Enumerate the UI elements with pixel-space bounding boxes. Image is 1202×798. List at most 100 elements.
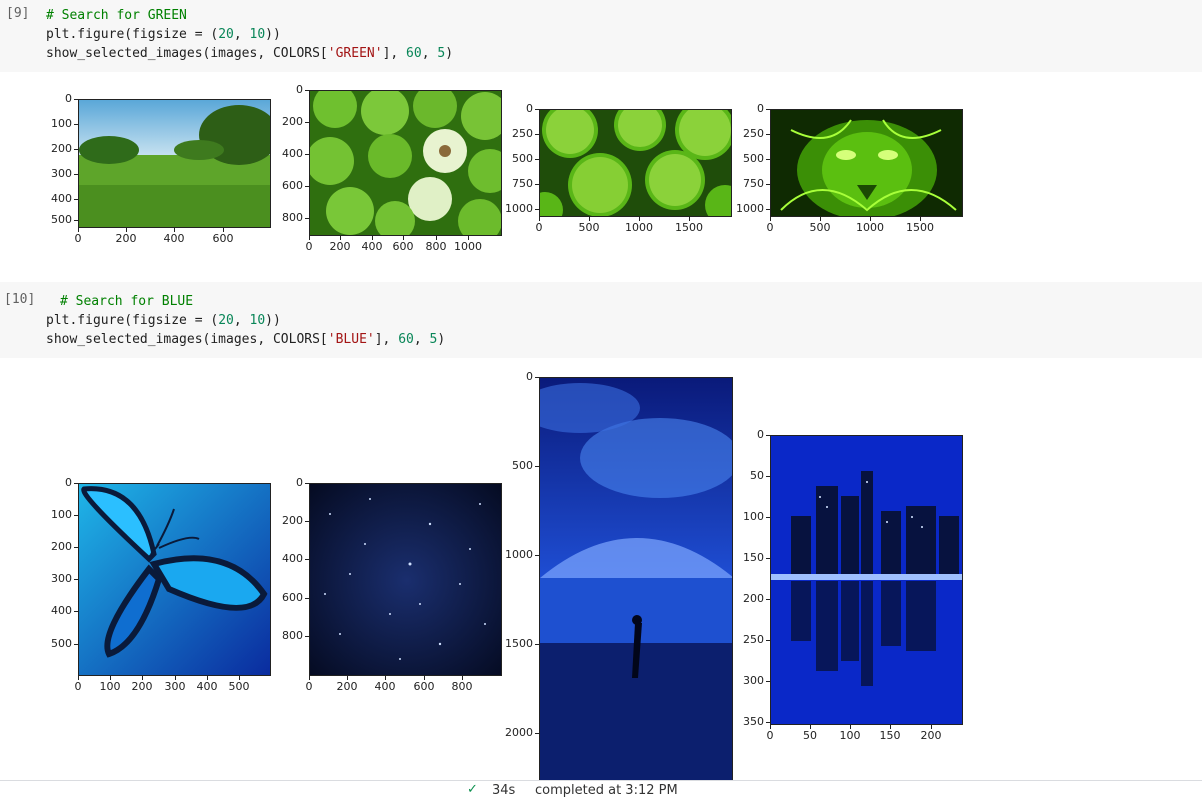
code-cell-9[interactable]: [9] # Search for GREEN plt.figure(figsiz… — [0, 0, 1202, 72]
y-tick-mark — [74, 515, 78, 516]
y-tick-label: 0 — [296, 476, 303, 489]
x-tick-label: 500 — [578, 221, 600, 234]
y-tick-label: 1000 — [505, 202, 533, 215]
code-number: 10 — [249, 313, 266, 328]
y-tick-label: 100 — [51, 508, 72, 521]
y-tick-mark — [74, 149, 78, 150]
image-starry-sky — [309, 483, 502, 676]
y-tick-label: 1000 — [505, 548, 533, 561]
x-tick-label: 100 — [99, 680, 121, 693]
y-tick-mark — [766, 640, 770, 641]
x-tick-mark — [436, 236, 437, 240]
y-tick-mark — [535, 134, 539, 135]
y-tick-label: 300 — [51, 572, 72, 585]
code-number: 60 — [406, 46, 422, 61]
x-tick-label: 1500 — [675, 221, 703, 234]
x-tick-label: 300 — [164, 680, 186, 693]
x-tick-mark — [223, 228, 224, 232]
y-tick-mark — [766, 599, 770, 600]
code-number: 5 — [437, 46, 446, 61]
y-tick-label: 750 — [512, 177, 533, 190]
y-tick-label: 200 — [51, 540, 72, 553]
execution-duration: 34s — [492, 783, 516, 798]
y-tick-mark — [766, 134, 770, 135]
y-tick-mark — [74, 547, 78, 548]
x-tick-mark — [78, 676, 79, 680]
x-tick-mark — [689, 217, 690, 221]
code-text: , — [421, 46, 438, 61]
y-tick-label: 0 — [526, 370, 533, 383]
y-tick-mark — [535, 184, 539, 185]
y-tick-label: 50 — [750, 469, 764, 482]
y-tick-label: 200 — [743, 592, 764, 605]
x-tick-label: 1000 — [856, 221, 884, 234]
x-tick-mark — [770, 725, 771, 729]
y-tick-label: 350 — [743, 715, 764, 728]
code-cell-10[interactable]: [10] # Search for BLUE plt.figure(figsiz… — [0, 282, 1202, 358]
x-tick-mark — [372, 236, 373, 240]
image-green-park — [78, 99, 271, 228]
x-tick-mark — [78, 228, 79, 232]
y-tick-label: 0 — [65, 92, 72, 105]
y-tick-label: 0 — [757, 102, 764, 115]
cell-output-9: 0 100 200 300 400 500 0 200 400 600 0 200 400 600 800… — [0, 72, 1202, 280]
x-tick-mark — [468, 236, 469, 240]
x-tick-label: 200 — [131, 680, 153, 693]
x-tick-label: 1000 — [454, 240, 482, 253]
code-text: show_selected_images(images, COLORS[ — [46, 332, 328, 347]
image-blue-butterfly — [78, 483, 271, 676]
x-tick-label: 600 — [212, 232, 234, 245]
code-number: 20 — [218, 27, 234, 42]
y-tick-label: 750 — [743, 177, 764, 190]
y-tick-mark — [74, 611, 78, 612]
y-tick-label: 400 — [51, 192, 72, 205]
x-tick-label: 800 — [425, 240, 447, 253]
y-tick-mark — [535, 377, 539, 378]
y-tick-label: 250 — [512, 127, 533, 140]
image-city-skyline — [770, 435, 963, 725]
x-tick-label: 1500 — [906, 221, 934, 234]
x-tick-label: 600 — [413, 680, 435, 693]
x-tick-label: 600 — [392, 240, 414, 253]
y-tick-mark — [305, 154, 309, 155]
y-tick-mark — [305, 521, 309, 522]
y-tick-mark — [74, 199, 78, 200]
y-tick-label: 150 — [743, 551, 764, 564]
y-tick-mark — [766, 184, 770, 185]
y-tick-mark — [535, 733, 539, 734]
x-tick-mark — [850, 725, 851, 729]
y-tick-mark — [305, 218, 309, 219]
x-tick-mark — [385, 676, 386, 680]
code-text: show_selected_images(images, COLORS[ — [46, 46, 328, 61]
code-editor[interactable]: # Search for GREEN plt.figure(figsize = … — [46, 6, 453, 63]
y-tick-mark — [305, 186, 309, 187]
y-tick-mark — [74, 124, 78, 125]
y-tick-mark — [766, 722, 770, 723]
y-tick-label: 500 — [51, 637, 72, 650]
y-tick-label: 200 — [282, 514, 303, 527]
x-tick-mark — [539, 217, 540, 221]
x-tick-label: 400 — [163, 232, 185, 245]
x-tick-label: 1000 — [625, 221, 653, 234]
x-tick-mark — [870, 217, 871, 221]
execution-count: [9] — [6, 6, 30, 21]
x-tick-label: 400 — [361, 240, 383, 253]
x-tick-label: 100 — [839, 729, 861, 742]
y-tick-label: 2000 — [505, 726, 533, 739]
y-tick-mark — [74, 220, 78, 221]
x-tick-label: 50 — [803, 729, 817, 742]
y-tick-label: 250 — [743, 127, 764, 140]
y-tick-label: 1000 — [736, 202, 764, 215]
y-tick-label: 500 — [743, 152, 764, 165]
y-tick-mark — [766, 209, 770, 210]
x-tick-mark — [174, 228, 175, 232]
x-tick-label: 0 — [766, 221, 774, 234]
code-text: , — [233, 313, 250, 328]
y-tick-mark — [305, 122, 309, 123]
code-number: 20 — [218, 313, 234, 328]
y-tick-label: 800 — [282, 211, 303, 224]
y-tick-mark — [535, 466, 539, 467]
code-editor[interactable]: # Search for BLUE plt.figure(figsize = (… — [46, 292, 445, 349]
y-tick-label: 0 — [296, 83, 303, 96]
status-bar: ✓ 34s completed at 3:12 PM — [0, 780, 1202, 798]
